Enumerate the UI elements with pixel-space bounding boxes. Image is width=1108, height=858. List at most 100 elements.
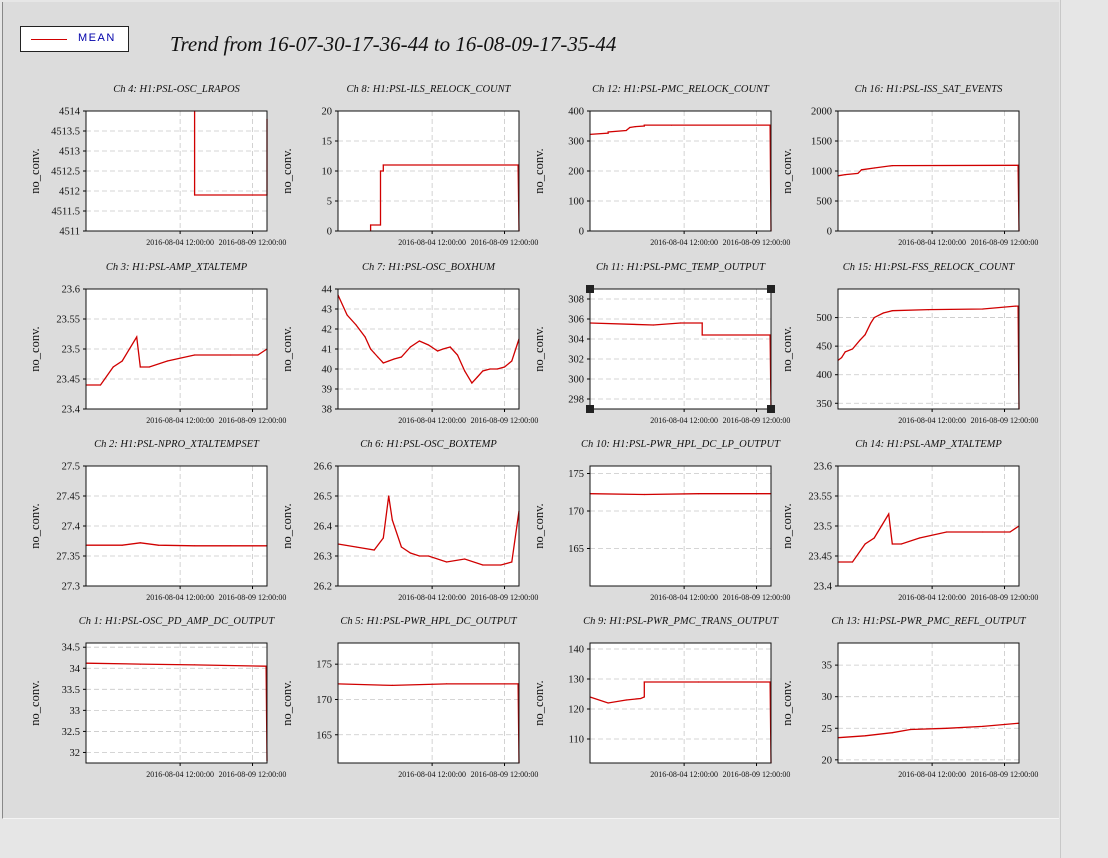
y-tick-label: 0 [827,227,832,238]
y-axis-label: no_conv. [532,503,546,548]
data-point [139,663,141,665]
data-point [670,124,673,126]
chart-3: Ch 12: H1:PSL-PMC_RELOCK_COUNT no_conv. 40… [532,84,790,247]
plot-frame [85,288,268,410]
y-tick-label: 41 [322,345,333,356]
y-tick-label: 33.5 [62,685,80,696]
chart-title: Ch 5: H1:PSL-PWR_HPL_DC_OUTPUT [340,616,517,627]
data-point [157,544,159,546]
chart-title: Ch 10: H1:PSL-PWR_HPL_DC_LP_OUTPUT [581,439,781,450]
data-point [379,170,382,172]
y-tick-label: 20 [322,107,333,118]
y-tick-label: 34.5 [62,643,80,654]
y-tick-label: 30 [822,692,833,703]
data-point [909,728,912,731]
series-line [337,495,520,566]
data-point [857,172,859,174]
y-tick-label: 130 [568,675,584,686]
y-tick-label: 175 [316,660,332,671]
series-line [838,512,1020,563]
x-tick-label: 2016-08-04 12:00:00 [398,238,466,247]
x-tick-label: 2016-08-04 12:00:00 [146,770,214,779]
chart-title: Ch 4: H1:PSL-OSC_LRAPOS [113,84,240,95]
x-tick-label: 2016-08-04 12:00:00 [146,593,214,602]
y-tick-label: 23.6 [62,285,80,296]
x-tick-label: 2016-08-04 12:00:00 [398,593,466,602]
data-point [496,368,498,370]
y-tick-label: 23.6 [814,462,832,473]
x-tick-label: 2016-08-09 12:00:00 [471,238,539,247]
plot-frame [85,465,268,587]
x-tick-label: 2016-08-09 12:00:00 [219,416,287,425]
y-tick-label: 34 [70,664,81,675]
data-point [844,351,846,353]
data-point [864,334,866,336]
data-point [900,543,903,545]
data-point [882,312,884,314]
data-point [418,555,420,557]
chart-8: Ch 15: H1:PSL-FSS_RELOCK_COUNT no_conv. 50… [780,262,1038,425]
data-point [418,340,420,342]
y-tick-label: 120 [568,705,584,716]
chart-16: Ch 13: H1:PSL-PWR_PMC_REFL_OUTPUT no_conv… [780,616,1038,779]
data-point [346,314,348,316]
data-point [503,366,506,368]
data-point [377,356,379,358]
data-point [643,681,645,683]
x-tick-label: 2016-08-04 12:00:00 [650,770,718,779]
chart-title: Ch 1: H1:PSL-OSC_PD_AMP_DC_OUTPUT [79,616,276,627]
y-tick-label: 165 [316,730,332,741]
data-point [629,126,631,129]
plot-frame [85,110,268,232]
data-point [482,564,484,566]
y-axis-label: no_conv. [28,503,42,548]
chart-14: Ch 5: H1:PSL-PWR_HPL_DC_OUTPUT no_conv. 17… [280,616,538,779]
plot-area [86,643,267,763]
y-tick-label: 23.5 [62,345,80,356]
x-tick-label: 2016-08-04 12:00:00 [650,416,718,425]
chart-title: Ch 3: H1:PSL-AMP_XTALTEMP [106,262,248,273]
data-point [701,334,703,336]
data-point [891,543,893,545]
y-tick-label: 26.5 [314,492,332,503]
plot-frame [589,110,772,232]
plot-frame [589,465,772,587]
y-tick-label: 4512 [59,187,80,198]
selection-handle [767,285,775,293]
data-point [446,683,448,685]
x-tick-label: 2016-08-04 12:00:00 [398,416,466,425]
y-axis-label: no_conv. [532,680,546,725]
y-axis-label: no_conv. [28,326,42,371]
y-tick-label: 23.45 [808,552,832,563]
data-point [194,545,196,547]
y-tick-label: 23.55 [808,492,832,503]
data-point [864,543,866,545]
data-point [388,360,390,362]
y-tick-label: 200 [568,167,584,178]
y-tick-label: 15 [322,137,333,148]
x-tick-label: 2016-08-09 12:00:00 [723,593,791,602]
data-point [391,684,393,687]
data-point [946,727,948,729]
y-tick-label: 39 [322,385,333,396]
legend-line-swatch [31,39,67,40]
data-point [257,354,259,356]
data-point [265,665,267,667]
series-line [369,164,520,232]
y-tick-label: 306 [568,315,584,326]
selection-handle [586,405,594,413]
y-tick-label: 25 [822,724,833,735]
data-point [679,322,682,324]
y-tick-label: 0 [327,227,332,238]
chart-title: Ch 9: H1:PSL-PWR_PMC_TRANS_OUTPUT [583,616,779,627]
data-point [1017,164,1019,166]
data-point [1014,305,1017,307]
data-point [864,735,866,737]
data-point [382,537,384,539]
data-point [388,495,390,497]
data-point [873,167,875,169]
data-point [471,382,473,384]
y-tick-label: 23.55 [56,315,80,326]
y-tick-label: 40 [322,365,333,376]
